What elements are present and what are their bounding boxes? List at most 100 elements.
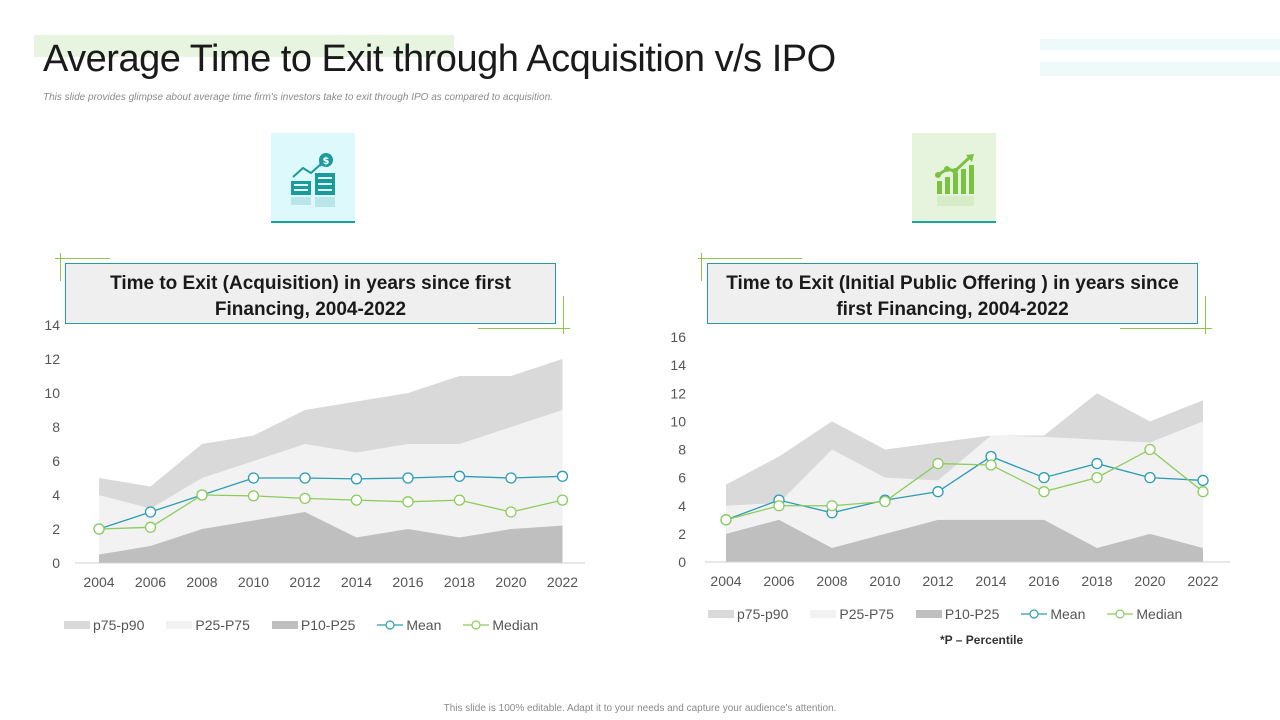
corner-decoration (60, 253, 61, 281)
median-series-line (725, 448, 1204, 521)
percentile-footnote: *P – Percentile (940, 633, 1024, 647)
legend-swatch (271, 621, 298, 629)
x-tick-label: 2004 (83, 574, 114, 590)
corner-decoration (1205, 296, 1206, 334)
ipo-chart-legend: p75-p90 P25-P75 P10-P25 Mean Median (708, 606, 1204, 622)
median-point (720, 514, 732, 526)
chart-title-line: Financing, 2004-2022 (214, 299, 407, 320)
legend-item-p25-p75: P25-P75 (810, 606, 894, 622)
x-tick-label: 2008 (816, 573, 847, 589)
x-tick-label: 2018 (1081, 573, 1112, 589)
y-tick-label: 16 (670, 329, 686, 345)
median-point (1144, 443, 1156, 456)
mean-series-line (98, 475, 563, 530)
legend-line-marker (1107, 609, 1134, 619)
mean-point (350, 473, 363, 485)
y-tick-label: 4 (52, 487, 60, 503)
chart-title-line: Time to Exit (Acquisition) in years sinc… (110, 273, 511, 294)
x-tick-label: 2012 (289, 574, 320, 590)
area-series-p10-p25 (726, 519, 1203, 562)
y-tick-label: 8 (52, 419, 60, 435)
median-point (773, 500, 785, 512)
legend-item-p75-p90: p75-p90 (708, 606, 788, 622)
median-point (453, 494, 466, 506)
corner-decoration (563, 296, 564, 334)
legend-line-marker (1021, 609, 1048, 619)
legend-item-median: Median (463, 617, 538, 633)
mean-point (1197, 474, 1209, 487)
x-tick-label: 2010 (869, 573, 900, 589)
mean-point (247, 472, 260, 484)
legend-swatch (708, 610, 734, 618)
acquisition-chart-legend: p75-p90 P25-P75 P10-P25 Mean Median (64, 617, 560, 633)
bar-chart-growth-icon (935, 154, 974, 206)
mean-point (1144, 471, 1156, 484)
legend-swatch (64, 621, 90, 629)
median-point (1197, 486, 1209, 498)
y-tick-label: 4 (678, 498, 686, 514)
slide-footer: This slide is 100% editable. Adapt it to… (443, 703, 837, 714)
legend-label: Median (1136, 606, 1183, 622)
y-tick-label: 14 (670, 357, 686, 373)
corner-decoration (1120, 328, 1212, 329)
y-tick-label: 0 (52, 555, 60, 571)
median-point (144, 521, 157, 533)
legend-item-p25-p75: P25-P75 (166, 617, 250, 633)
legend-item-mean: Mean (1021, 606, 1085, 622)
acquisition-area-chart: 0 2 4 6 8 10 12 14 2004 2006 2008 2010 2012 2014 2016 2… (44, 317, 585, 590)
legend-label: P25-P75 (839, 606, 894, 622)
x-tick-label: 2010 (238, 574, 269, 590)
y-tick-label: 12 (670, 385, 686, 401)
legend-item-mean: Mean (377, 617, 441, 633)
legend-swatch (166, 621, 193, 629)
y-tick-label: 6 (52, 453, 60, 469)
legend-item-p10-p25: P10-P25 (915, 606, 999, 622)
y-tick-label: 8 (678, 442, 686, 458)
x-tick-label: 2008 (186, 574, 217, 590)
legend-label: P25-P75 (195, 617, 250, 633)
top-right-band (1040, 62, 1280, 76)
legend-label: P10-P25 (300, 617, 356, 633)
chart-title-line: Time to Exit (Initial Public Offering ) … (726, 273, 1179, 294)
mean-point (556, 470, 569, 482)
y-tick-label: 10 (670, 413, 686, 429)
legend-item-p10-p25: P10-P25 (271, 617, 356, 633)
ipo-area-chart: 0 2 4 6 8 10 12 14 16 2004 2006 2008 2010 2012 2014 201… (670, 329, 1230, 589)
median-point (93, 523, 105, 535)
area-series-p25-p75 (99, 410, 563, 563)
legend-label: Median (492, 617, 539, 633)
x-tick-label: 2014 (341, 574, 372, 590)
corner-decoration (701, 253, 702, 281)
y-tick-label: 6 (678, 470, 686, 486)
y-tick-label: 0 (678, 554, 686, 570)
x-tick-label: 2022 (547, 574, 578, 590)
area-series-p10-p25 (99, 512, 563, 563)
mean-point (299, 472, 311, 484)
x-tick-label: 2006 (135, 574, 166, 590)
legend-label: Mean (406, 617, 442, 633)
y-tick-label: 14 (44, 317, 60, 333)
page-subtitle: This slide provides glimpse about averag… (43, 92, 553, 103)
mean-point (1091, 457, 1103, 470)
page-title: Average Time to Exit through Acquisition… (43, 38, 836, 80)
acquisition-chart-title: Time to Exit (Acquisition) in years sinc… (65, 263, 556, 324)
mean-point (505, 472, 517, 484)
legend-label: Mean (1050, 606, 1086, 622)
mean-point (144, 506, 157, 518)
legend-line-marker (377, 620, 404, 630)
x-tick-label: 2006 (763, 573, 794, 589)
median-point (932, 457, 944, 470)
corner-decoration (478, 328, 570, 329)
median-point (556, 494, 569, 506)
y-tick-label: 12 (44, 351, 60, 367)
y-tick-label: 2 (678, 526, 686, 542)
median-point (985, 459, 997, 471)
x-tick-label: 2012 (922, 573, 953, 589)
y-tick-label: 2 (52, 521, 60, 537)
median-point (247, 490, 260, 502)
mean-point (453, 470, 466, 482)
area-series-p25-p75 (726, 421, 1203, 562)
svg-text:$: $ (323, 156, 330, 167)
mean-point (1038, 471, 1050, 484)
legend-swatch (810, 610, 837, 618)
